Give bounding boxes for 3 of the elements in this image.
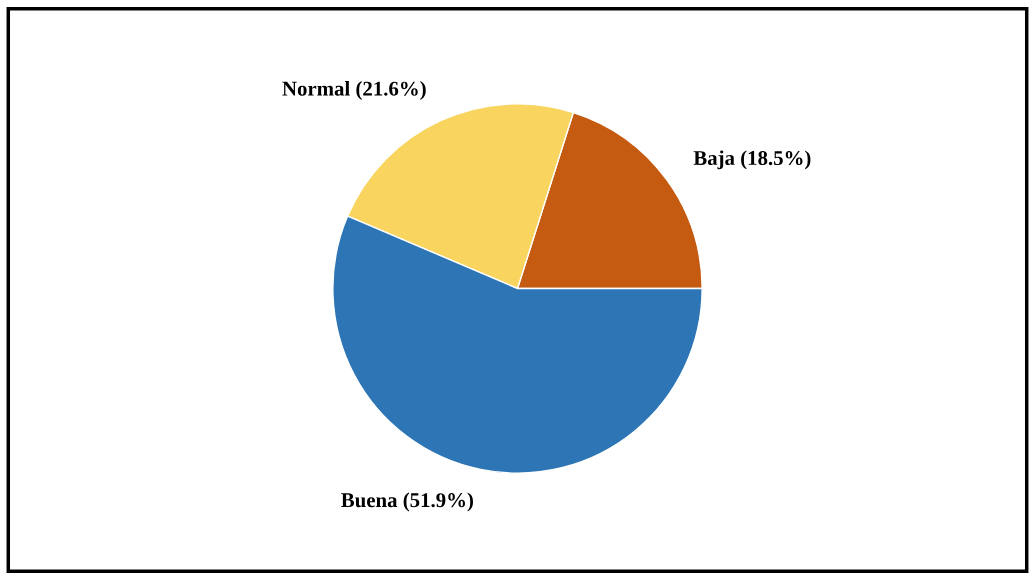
slice-label: Buena (51.9%)	[341, 492, 473, 512]
slice-label: Normal (21.6%)	[282, 81, 426, 100]
slice-label: Baja (18.5%)	[693, 150, 811, 170]
